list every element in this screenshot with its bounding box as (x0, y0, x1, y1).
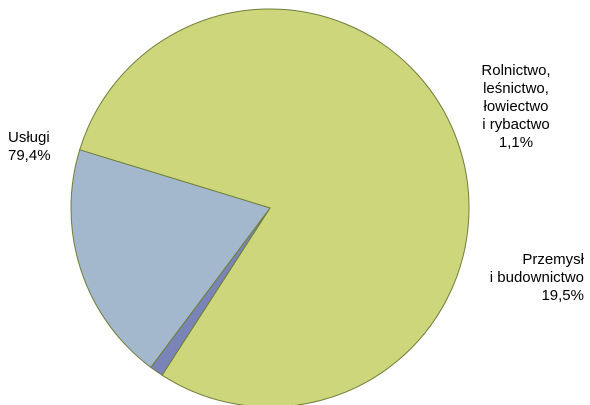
slice-label-agriculture-line-1: Rolnictwo, (481, 62, 551, 79)
slice-label-agriculture-line-4: i rybactwo (482, 116, 550, 133)
slice-label-agriculture-line-2: leśnictwo, (483, 80, 549, 97)
slice-label-agriculture-value: 1,1% (498, 134, 534, 151)
pie-slice-industry (70, 149, 271, 369)
slice-label-industry-line-1: Przemysł (522, 251, 584, 268)
slice-label-services-value: 79,4% (8, 147, 51, 164)
pie-slice-services (79, 8, 470, 405)
slice-label-services: Usługi 79,4% (8, 129, 51, 165)
slice-label-industry-line-2: i budownictwo (489, 269, 584, 286)
slice-label-services-name: Usługi (8, 129, 50, 146)
slice-label-agriculture-line-3: łowiectwo (483, 98, 549, 115)
slice-label-agriculture: Rolnictwo, leśnictwo, łowiectwo i rybact… (472, 62, 560, 152)
slice-label-industry: Przemysł i budownictwo 19,5% (476, 251, 584, 305)
slice-label-industry-value: 19,5% (541, 287, 584, 304)
